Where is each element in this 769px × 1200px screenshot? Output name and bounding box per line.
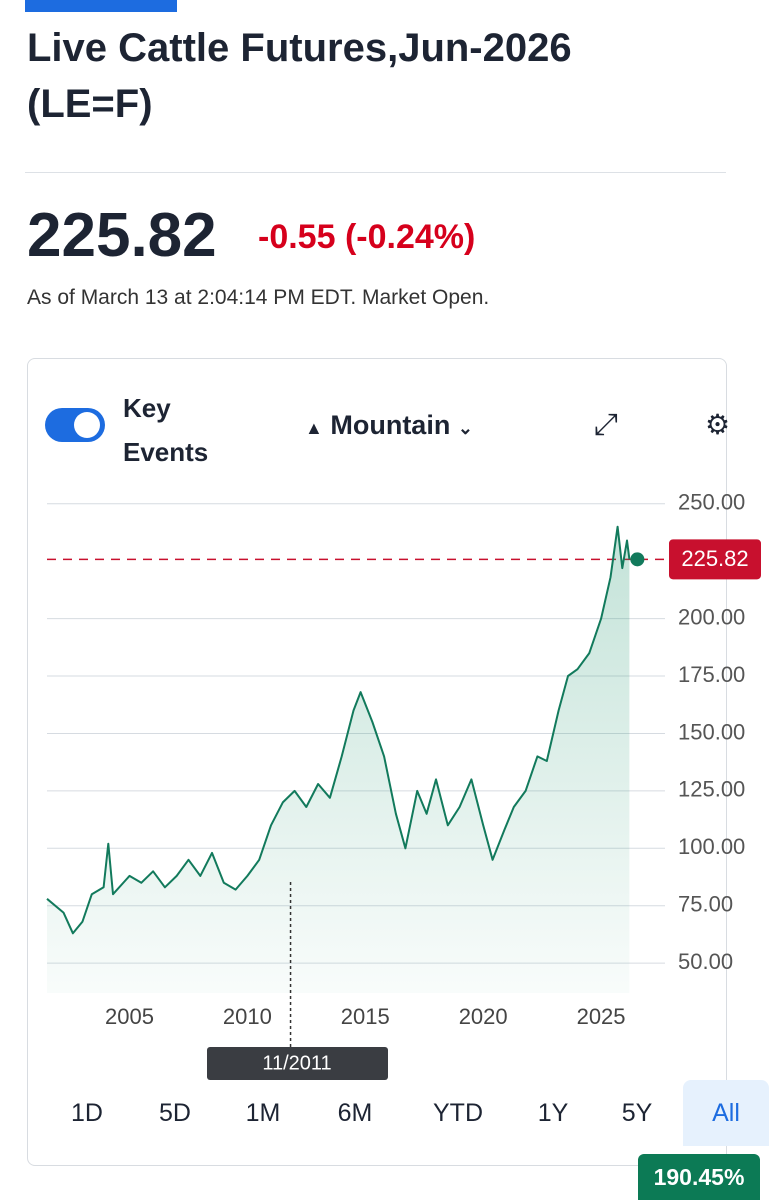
x-tick-label: 2010 <box>223 1004 272 1029</box>
reference-label: 225.82 <box>681 546 748 571</box>
toggle-knob <box>74 412 100 438</box>
tab-indicator <box>25 0 177 12</box>
y-tick-label: 100.00 <box>678 834 745 859</box>
as-of: As of March 13 at 2:04:14 PM EDT. Market… <box>27 286 490 309</box>
range-change-badge: 190.45% <box>638 1154 760 1200</box>
key-events-toggle[interactable] <box>45 408 105 442</box>
settings-button[interactable]: ⚙ <box>705 409 731 440</box>
y-tick-label: 75.00 <box>678 892 733 917</box>
range-button[interactable]: 6M <box>337 1099 373 1127</box>
expand-button[interactable]: ⤢ <box>594 408 618 441</box>
range-button[interactable]: 1Y <box>537 1099 569 1127</box>
chart-type-label: Mountain <box>330 410 451 440</box>
title-line: (LE=F) <box>27 82 153 126</box>
mountain-icon: ▲ <box>305 418 323 438</box>
chart-card <box>27 358 727 1166</box>
price: 225.82 <box>27 201 217 270</box>
chevron: ⌄ <box>457 418 473 438</box>
area <box>47 526 630 993</box>
title-line: Live Cattle Futures,Jun-2026 <box>27 26 572 70</box>
price-change: -0.55 (-0.24%) <box>258 218 476 256</box>
divider <box>25 172 726 173</box>
key-events-label[interactable]: Key Events <box>123 386 208 474</box>
y-tick-label: 200.00 <box>678 604 745 629</box>
range-button[interactable]: YTD <box>433 1099 483 1127</box>
y-tick-label: 50.00 <box>678 949 733 974</box>
range-button[interactable]: All <box>683 1080 769 1146</box>
range-button[interactable]: 1D <box>71 1099 103 1127</box>
crosshair-label: 11/2011 <box>262 1052 331 1074</box>
y-tick-label: 250.00 <box>678 490 745 515</box>
line <box>46 525 631 935</box>
label-line: Events <box>123 437 209 467</box>
range-button[interactable]: 5Y <box>621 1099 653 1127</box>
x-tick-label: 2020 <box>459 1004 508 1029</box>
y-tick-label: 150.00 <box>678 719 745 744</box>
title: Live Cattle Futures,Jun-2026 (LE=F) <box>27 20 572 132</box>
x-tick-label: 2025 <box>577 1004 626 1029</box>
last-point <box>630 552 645 567</box>
label-line: Key <box>123 393 171 423</box>
reference-badge <box>669 539 761 580</box>
crosshair-badge <box>207 1047 388 1080</box>
range-button[interactable]: 1M <box>245 1099 281 1127</box>
y-tick-label: 125.00 <box>678 777 745 802</box>
y-tick-label: 175.00 <box>678 662 745 687</box>
chart-type-menu[interactable]: ▲ Mountain ⌄ <box>305 410 473 441</box>
x-tick-label: 2005 <box>105 1004 154 1029</box>
range-button[interactable]: 5D <box>159 1099 191 1127</box>
x-tick-label: 2015 <box>341 1004 390 1029</box>
range-bar: 1D 5D 1M 6M YTD 1Y 5Y All <box>45 1080 769 1146</box>
